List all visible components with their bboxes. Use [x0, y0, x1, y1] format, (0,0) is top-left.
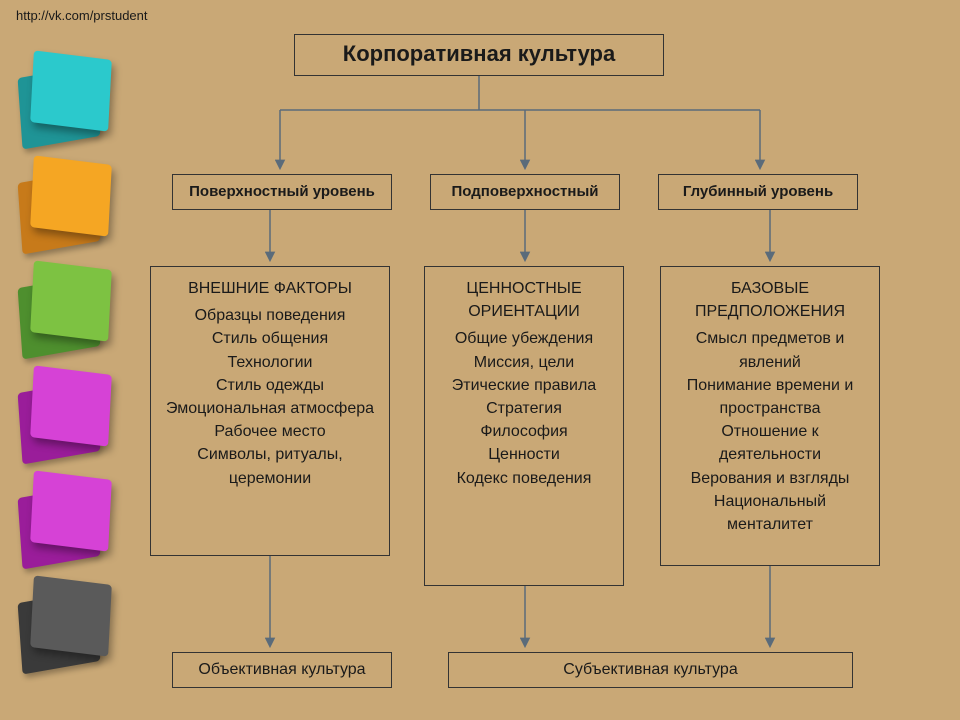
content-line: Понимание времени и пространства: [669, 374, 871, 420]
sticky-note: [20, 475, 110, 560]
content-line: Общие убеждения: [433, 327, 615, 350]
content-line: Кодекс поведения: [433, 467, 615, 490]
content-box: БАЗОВЫЕ ПРЕДПОЛОЖЕНИЯСмысл предметов и я…: [660, 266, 880, 566]
level-box: Подповерхностный: [430, 174, 620, 210]
content-line: Ценности: [433, 443, 615, 466]
content-line: Образцы поведения: [159, 304, 381, 327]
content-header: БАЗОВЫЕ ПРЕДПОЛОЖЕНИЯ: [669, 277, 871, 323]
content-line: Этические правила: [433, 374, 615, 397]
content-line: Стиль общения: [159, 327, 381, 350]
bottom-box: Субъективная культура: [448, 652, 853, 688]
level-box: Глубинный уровень: [658, 174, 858, 210]
bottom-box: Объективная культура: [172, 652, 392, 688]
sticky-note: [20, 160, 110, 245]
content-line: Символы, ритуалы, церемонии: [159, 443, 381, 489]
content-line: Отношение к деятельности: [669, 420, 871, 466]
content-line: Стратегия: [433, 397, 615, 420]
title-box: Корпоративная культура: [294, 34, 664, 76]
sticky-note: [20, 265, 110, 350]
content-line: Рабочее место: [159, 420, 381, 443]
content-line: Стиль одежды: [159, 374, 381, 397]
content-line: Смысл предметов и явлений: [669, 327, 871, 373]
content-line: Философия: [433, 420, 615, 443]
sticky-note: [20, 55, 110, 140]
content-line: Эмоциональная атмосфера: [159, 397, 381, 420]
content-line: Технологии: [159, 351, 381, 374]
sticky-note: [20, 370, 110, 455]
content-box: ЦЕННОСТНЫЕ ОРИЕНТАЦИИ Общие убежденияМисс…: [424, 266, 624, 586]
level-box: Поверхностный уровень: [172, 174, 392, 210]
content-line: Национальный менталитет: [669, 490, 871, 536]
content-line: Верования и взгляды: [669, 467, 871, 490]
content-line: Миссия, цели: [433, 351, 615, 374]
sticky-note: [20, 580, 110, 665]
content-header: ЦЕННОСТНЫЕ ОРИЕНТАЦИИ: [433, 277, 615, 323]
source-url: http://vk.com/prstudent: [16, 8, 148, 23]
content-box: ВНЕШНИЕ ФАКТОРЫ Образцы поведенияСтиль об…: [150, 266, 390, 556]
content-header: ВНЕШНИЕ ФАКТОРЫ: [159, 277, 381, 300]
